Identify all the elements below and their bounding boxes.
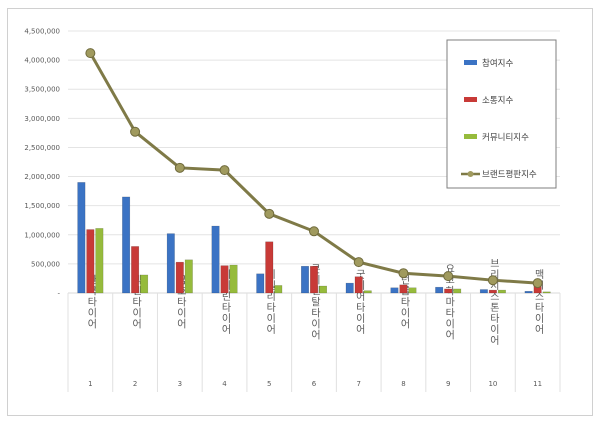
category-label: 넥센타이어 — [130, 274, 142, 329]
legend-swatch — [464, 60, 477, 65]
bar-1 — [175, 261, 184, 294]
legend-label: 참여지수 — [482, 58, 513, 69]
category-label: 던롭타이어 — [398, 274, 410, 329]
bar-2 — [363, 290, 372, 294]
bar-1 — [131, 246, 140, 294]
category-label: 브리지스톤타이어 — [487, 258, 499, 346]
y-tick-label: 4,000,000 — [24, 57, 60, 65]
bar-1 — [488, 289, 497, 294]
y-tick-label: 3,000,000 — [24, 115, 60, 123]
bar-0 — [435, 286, 444, 294]
category-label: 굿이어타이어 — [353, 269, 365, 335]
line-point — [443, 271, 454, 282]
rank-label: 5 — [267, 380, 271, 388]
rank-label: 1 — [88, 380, 92, 388]
y-tick-label: 4,500,000 — [24, 28, 60, 36]
y-tick-label: 2,500,000 — [24, 144, 60, 152]
y-tick-label: - — [57, 290, 60, 298]
y-tick-label: 1,500,000 — [24, 202, 60, 210]
line-point — [219, 165, 230, 176]
y-tick-label: 2,000,000 — [24, 173, 60, 181]
bar-0 — [77, 182, 86, 294]
bar-0 — [166, 233, 175, 294]
rank-label: 8 — [401, 380, 405, 388]
bar-2 — [408, 287, 417, 294]
rank-label: 11 — [533, 380, 542, 388]
line-point — [130, 126, 141, 137]
bar-2 — [319, 285, 327, 294]
rank-label: 7 — [356, 380, 360, 388]
bar-2 — [453, 288, 462, 294]
line-point — [264, 208, 275, 219]
legend-swatch — [464, 97, 477, 102]
bar-2 — [229, 264, 238, 294]
rank-label: 2 — [133, 380, 137, 388]
line-point — [487, 275, 498, 286]
line-point — [353, 257, 364, 268]
bar-2 — [274, 285, 283, 294]
rank-label: 3 — [178, 380, 182, 388]
rank-label: 6 — [312, 380, 317, 388]
category-label: 한국타이어 — [85, 274, 97, 329]
category-label: 요코하마타이어 — [443, 264, 455, 341]
bar-2 — [184, 259, 193, 294]
rank-label: 9 — [446, 380, 450, 388]
bar-0 — [256, 273, 265, 294]
y-tick-label: 1,000,000 — [24, 231, 60, 239]
line-point — [309, 226, 319, 237]
bar-1 — [399, 284, 408, 294]
bar-0 — [122, 196, 131, 294]
bar-1 — [444, 288, 453, 294]
bar-1 — [265, 241, 274, 294]
bar-0 — [479, 289, 488, 294]
legend-swatch — [464, 134, 477, 139]
bar-0 — [390, 287, 399, 294]
category-label: 미쉐린타이어 — [219, 269, 231, 335]
legend-label: 커뮤니티지수 — [482, 132, 529, 143]
bar-2 — [542, 291, 551, 294]
bar-2 — [140, 274, 149, 294]
legend-marker — [467, 171, 474, 177]
rank-label: 4 — [222, 380, 227, 388]
line-point — [174, 162, 185, 173]
bar-1 — [354, 276, 363, 294]
bar-0 — [345, 282, 354, 294]
bar-1 — [86, 229, 95, 294]
category-label: 피렐리타이어 — [264, 269, 276, 335]
chart-frame — [7, 8, 593, 416]
line-point — [85, 48, 96, 59]
bar-2 — [497, 289, 506, 294]
bar-2 — [95, 228, 104, 294]
bar-0 — [211, 225, 220, 294]
legend-label: 소통지수 — [482, 96, 513, 106]
bar-1 — [310, 265, 318, 294]
bar-0 — [301, 265, 309, 294]
bar-0 — [524, 291, 533, 294]
bar-1 — [220, 265, 229, 294]
category-label: 금호타이어 — [174, 274, 186, 329]
y-tick-label: 500,000 — [31, 260, 60, 268]
rank-label: 10 — [488, 380, 497, 388]
category-label: 맥시스타이어 — [532, 269, 544, 335]
line-point — [532, 278, 543, 289]
legend-label: 브랜드평판지수 — [482, 169, 537, 180]
line-point — [398, 268, 409, 279]
y-tick-label: 3,500,000 — [24, 86, 60, 94]
category-label: 콘티넨탈타이어 — [309, 263, 321, 340]
